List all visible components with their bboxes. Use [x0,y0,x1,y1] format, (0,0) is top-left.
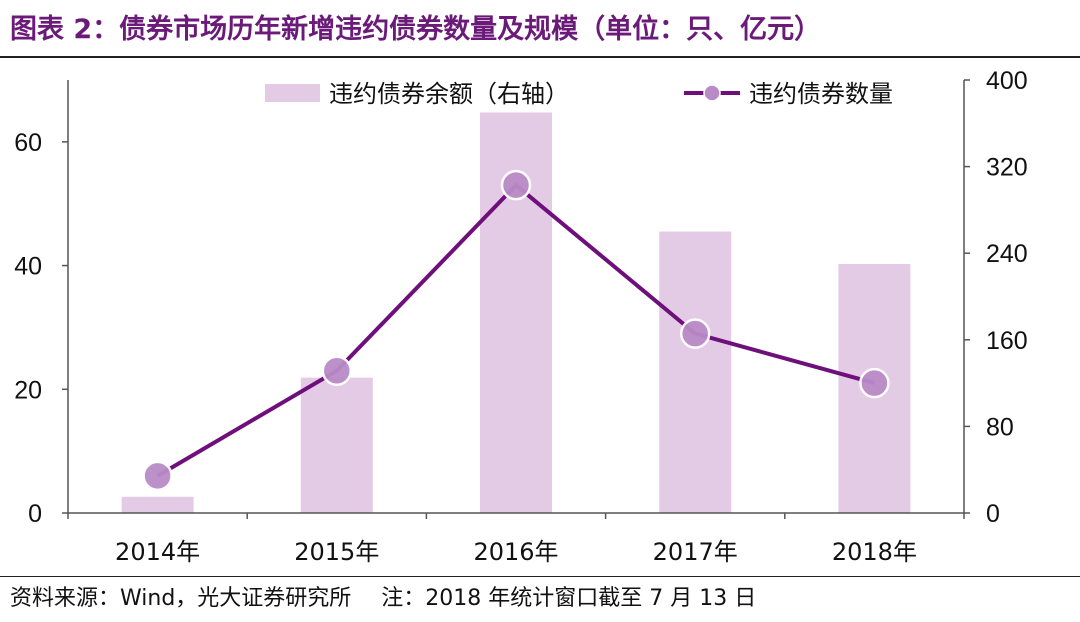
legend-bar-label: 违约债券余额（右轴） [329,80,569,108]
x-tick-label-0: 2014年 [115,538,200,566]
line-point-1 [321,355,353,386]
right-tick-label-1: 80 [986,413,1014,441]
bar-0 [121,496,194,513]
title-divider [0,56,1080,58]
x-tick-label-2: 2016年 [473,538,558,566]
legend-bar-swatch [265,84,320,102]
footer: 资料来源：Wind，光大证券研究所 注：2018 年统计窗口截至 7 月 13 日 [10,582,756,616]
left-tick-label-0: 0 [28,500,42,528]
right-tick-label-5: 400 [986,67,1028,95]
line-point-0 [142,460,173,492]
right-tick-label-3: 240 [986,240,1028,268]
legend-line-marker [703,84,721,102]
line-point-3 [679,318,711,349]
chart-title: 图表 2：债券市场历年新增违约债券数量及规模（单位：只、亿元） [10,14,822,45]
x-tick-label-4: 2018年 [832,538,917,566]
left-tick-label-2: 40 [14,253,42,281]
bar-1 [300,377,373,513]
x-tick-label-1: 2015年 [294,538,379,566]
window-note: 注：2018 年统计窗口截至 7 月 13 日 [381,586,757,611]
source-note: 资料来源：Wind，光大证券研究所 [10,586,352,611]
right-tick-label-2: 160 [986,327,1028,355]
chart-area: 0 20 40 60 0 80 160 240 320 400 2014年 2015年 2016年 201… [14,67,1028,566]
line-point-4 [859,367,890,399]
right-tick-label-4: 320 [986,154,1028,182]
left-tick-label-1: 20 [14,376,42,404]
right-tick-label-0: 0 [986,500,1000,528]
bar-3 [659,231,732,514]
line-point-2 [500,169,532,201]
x-tick-label-3: 2017年 [653,538,738,566]
footer-divider [0,576,1080,577]
legend-line-label: 违约债券数量 [749,80,893,108]
left-tick-label-3: 60 [14,129,42,157]
